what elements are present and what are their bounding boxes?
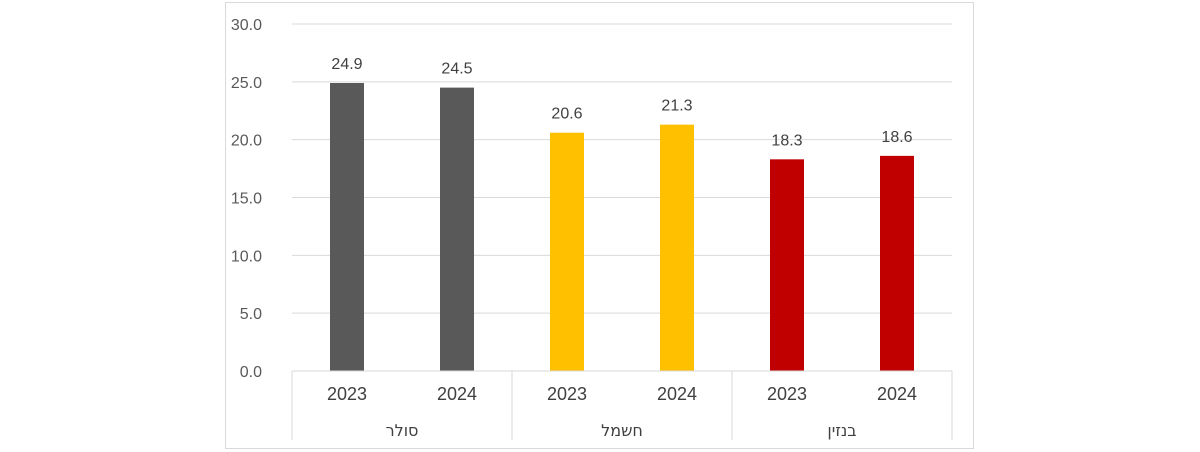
y-tick-label: 0.0	[240, 364, 262, 381]
y-tick-label: 10.0	[231, 248, 262, 265]
x-category-label: 2024	[437, 384, 477, 404]
y-tick-label: 5.0	[240, 306, 262, 323]
data-label: 20.6	[551, 106, 582, 123]
bar	[660, 124, 694, 371]
gridlines	[292, 23, 952, 314]
x-group-label: סולר	[386, 421, 419, 440]
data-label: 24.5	[441, 61, 472, 78]
y-tick-label: 25.0	[231, 75, 262, 92]
bar	[330, 82, 364, 372]
y-tick-label: 15.0	[231, 191, 262, 208]
chart-frame: 0.0 5.0 10.0 15.0 20.0 25.0 30.0 24.9 2023 24.5 20…	[225, 2, 974, 449]
y-tick-label: 30.0	[231, 17, 262, 34]
x-category-label: 2023	[547, 384, 587, 404]
bars	[330, 82, 914, 372]
x-group-label: בנזין	[827, 421, 856, 440]
x-category-label: 2023	[327, 384, 367, 404]
x-category-label: 2024	[877, 384, 917, 404]
bar	[440, 87, 474, 371]
axes	[291, 370, 953, 440]
x-group-label: חשמל	[601, 421, 643, 440]
x-category-label: 2023	[767, 384, 807, 404]
y-tick-label: 20.0	[231, 133, 262, 150]
data-label: 18.6	[881, 129, 912, 146]
data-label: 24.9	[331, 56, 362, 73]
x-category-label: 2024	[657, 384, 697, 404]
data-label: 21.3	[661, 98, 692, 115]
bar	[770, 159, 804, 371]
data-label: 18.3	[771, 132, 802, 149]
bar	[880, 155, 914, 371]
bar-chart: 0.0 5.0 10.0 15.0 20.0 25.0 30.0 24.9 2023 24.5 20…	[231, 17, 953, 440]
labels: 0.0 5.0 10.0 15.0 20.0 25.0 30.0 24.9 2023 24.5 20…	[231, 17, 917, 440]
bar	[550, 132, 584, 371]
